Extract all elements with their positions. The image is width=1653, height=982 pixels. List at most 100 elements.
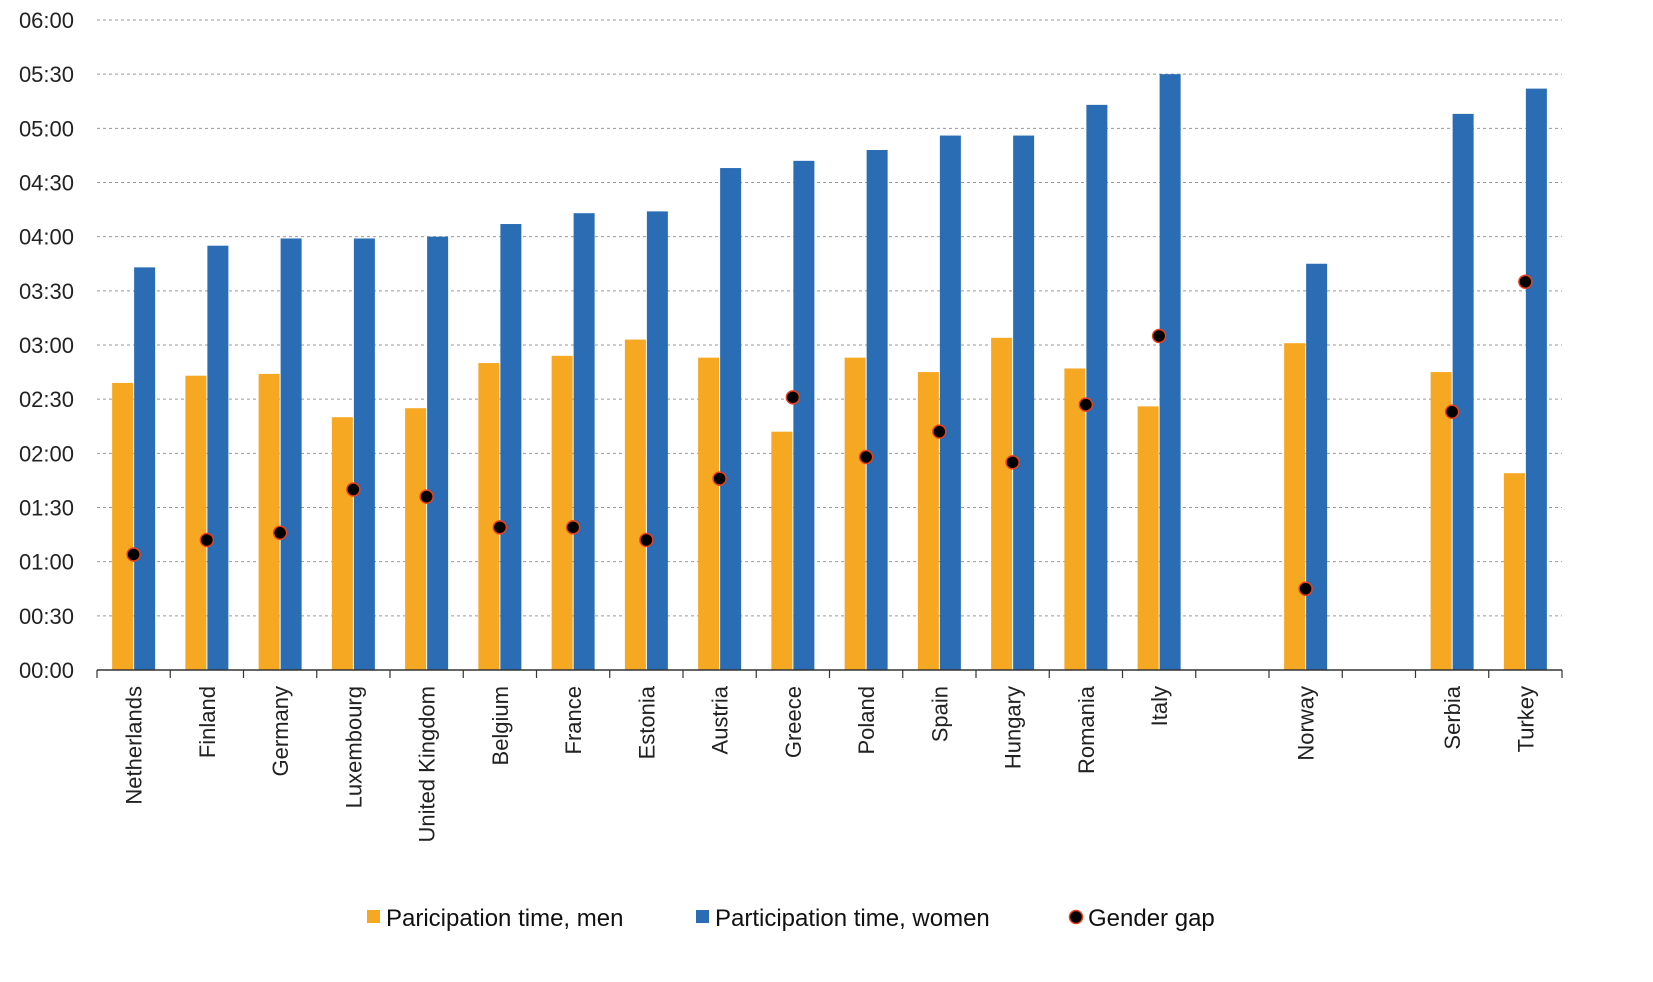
bar-men (478, 363, 500, 670)
y-tick-label: 03:00 (19, 333, 74, 358)
bar-women (134, 267, 156, 670)
bar-women (280, 238, 302, 670)
bar-women (1452, 113, 1474, 670)
bar-men (258, 373, 280, 670)
y-tick-label: 06:00 (19, 8, 74, 33)
y-tick-label: 05:00 (19, 116, 74, 141)
bar-men (698, 357, 720, 670)
bar-men (1137, 406, 1159, 670)
bar-men (1430, 372, 1452, 670)
y-tick-label: 02:00 (19, 441, 74, 466)
x-tick-label: Belgium (488, 686, 513, 765)
x-tick-label: Germany (268, 686, 293, 776)
bar-women (866, 150, 888, 670)
x-tick-label: Italy (1147, 686, 1172, 726)
bar-men (844, 357, 866, 670)
gender-gap-point (1518, 274, 1533, 290)
bar-women (1013, 135, 1035, 671)
x-tick-label: Netherlands (122, 686, 147, 805)
gender-gap-point (1444, 404, 1460, 420)
x-tick-label: Hungary (1001, 686, 1026, 769)
legend-label: Gender gap (1088, 905, 1215, 932)
bar-women (353, 238, 375, 670)
gender-gap-points (126, 274, 1533, 596)
y-tick-label: 04:30 (19, 171, 74, 196)
x-tick-label: Estonia (634, 685, 659, 759)
y-tick-label: 05:30 (19, 62, 74, 87)
x-axis (96, 669, 1563, 678)
y-tick-label: 04:00 (19, 225, 74, 250)
legend: Paricipation time, men Participation time… (367, 905, 1215, 932)
y-axis-tick-labels: 00:00 00:30 01:00 01:30 02:00 02:30 03:00 03:30… (19, 8, 74, 683)
bar-men (771, 431, 793, 670)
y-tick-label: 01:30 (19, 496, 74, 521)
gender-gap-point (639, 532, 654, 548)
x-tick-label: Romania (1074, 685, 1099, 774)
x-tick-label: Austria (708, 685, 733, 754)
gender-gap-point (126, 547, 141, 562)
bar-men (551, 355, 573, 670)
bar-women (573, 213, 595, 670)
x-tick-label: Turkey (1513, 686, 1538, 752)
y-tick-label: 00:30 (19, 604, 74, 629)
bar-men (624, 339, 646, 670)
legend-label: Participation time, women (715, 905, 990, 932)
bar-women (646, 211, 668, 670)
bar-women (1525, 88, 1547, 671)
y-tick-label: 00:00 (19, 658, 74, 683)
y-tick-label: 02:30 (19, 387, 74, 412)
x-tick-label: Serbia (1440, 685, 1465, 749)
gender-gap-point (1298, 581, 1313, 596)
x-axis-category-labels: Netherlands Finland Germany Luxembourg Unite… (122, 685, 1539, 842)
bars (112, 74, 1547, 671)
gender-gap-point (712, 471, 727, 486)
gender-gap-point (419, 489, 434, 504)
gender-gap-point (492, 520, 508, 535)
gender-gap-point (1005, 455, 1020, 470)
legend-swatch (696, 910, 709, 923)
bar-men (917, 372, 939, 670)
bar-women (427, 236, 449, 670)
x-tick-label: Finland (195, 686, 220, 758)
x-tick-label: United Kingdom (415, 686, 440, 843)
bar-women (793, 160, 815, 671)
bar-men (185, 375, 207, 670)
bar-men (331, 417, 353, 670)
bar-women (1159, 74, 1181, 670)
gender-gap-point (1078, 397, 1094, 412)
legend-swatch (367, 910, 380, 923)
bar-men (1503, 473, 1525, 670)
gender-gap-point (272, 525, 288, 541)
bar-men (1284, 343, 1306, 670)
y-tick-label: 01:00 (19, 550, 74, 575)
x-tick-label: Norway (1294, 686, 1319, 761)
x-tick-label: Luxembourg (341, 686, 366, 808)
gender-gap-point (346, 482, 361, 497)
x-tick-label: France (561, 686, 586, 754)
bar-women (939, 135, 961, 671)
bar-women (720, 168, 742, 671)
bar-women (1306, 263, 1328, 670)
y-tick-label: 03:30 (19, 279, 74, 304)
x-tick-label: Greece (781, 686, 806, 758)
gender-gap-point (1151, 328, 1167, 344)
gender-gap-point (858, 449, 874, 465)
bar-men (1064, 368, 1086, 670)
x-tick-label: Spain (927, 686, 952, 742)
gender-gap-point (932, 424, 947, 439)
gender-gap-point (565, 520, 581, 535)
bar-women (500, 224, 522, 670)
bar-men (112, 382, 134, 670)
gender-gap-point (199, 532, 215, 548)
bar-women (207, 245, 229, 670)
x-tick-label: Poland (854, 686, 879, 755)
legend-swatch (1068, 909, 1084, 925)
bar-women (1086, 104, 1108, 671)
bar-men (991, 337, 1013, 670)
legend-label: Paricipation time, men (386, 905, 623, 932)
gridlines (97, 19, 1562, 617)
gender-gap-point (785, 390, 801, 405)
bar-men (405, 408, 427, 670)
